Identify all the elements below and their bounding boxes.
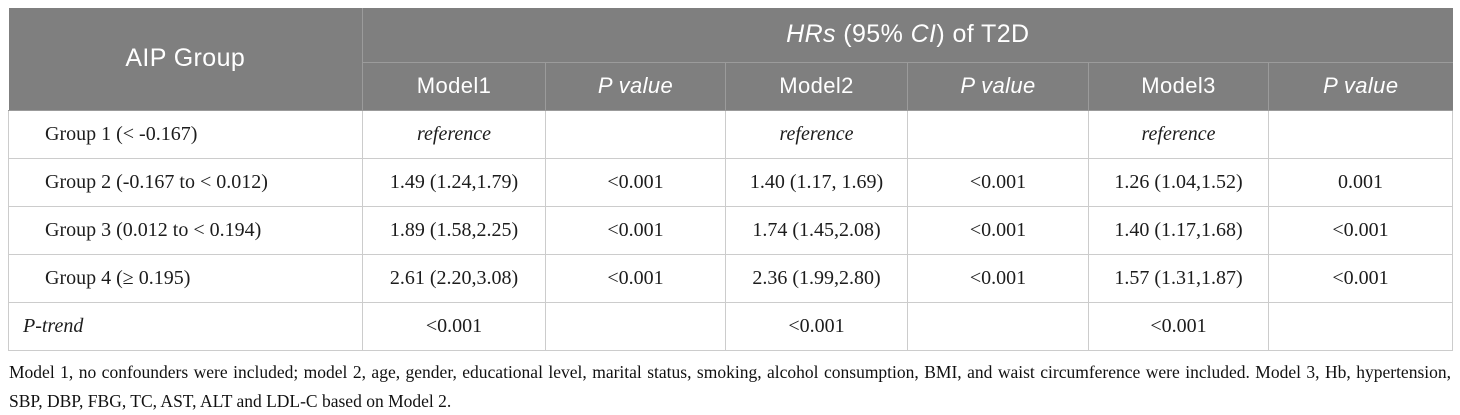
cell-model3-p: <0.001 (1267, 205, 1454, 255)
cell-model2-p: <0.001 (907, 253, 1089, 303)
cell-model2-hr: reference (725, 109, 908, 159)
cell-model2-hr: 1.40 (1.17, 1.69) (725, 157, 908, 207)
header-model2: Model2 (725, 61, 908, 111)
cell-model3-p: 0.001 (1267, 157, 1454, 207)
table-row-group2: Group 2 (-0.167 to < 0.012) 1.49 (1.24,1… (8, 157, 1454, 207)
cell-model2-hr: 2.36 (1.99,2.80) (725, 253, 908, 303)
table-row-ptrend: P-trend <0.001 <0.001 <0.001 (8, 301, 1454, 351)
header-row-sub: Model1 P value Model2 P value Model3 P v… (9, 61, 1453, 111)
cell-model3-hr: reference (1088, 109, 1269, 159)
cell-model1-hr: 1.49 (1.24,1.79) (362, 157, 546, 207)
cell-model1-p-trend: <0.001 (362, 301, 546, 351)
table-header: AIP Group HRs (95% CI) of T2D Model1 P v… (8, 8, 1453, 111)
table-footnote: Model 1, no confounders were included; m… (9, 361, 1451, 411)
header-pvalue-3: P value (1267, 61, 1453, 111)
header-model1: Model1 (362, 61, 546, 111)
row-label: Group 3 (0.012 to < 0.194) (8, 205, 363, 255)
header-pvalue-1: P value (545, 61, 726, 111)
header-row-top: AIP Group HRs (95% CI) of T2D (8, 8, 1453, 111)
cell-model2-p (907, 109, 1089, 159)
hrs-title-ci: CI (910, 20, 937, 49)
cell-empty (1267, 301, 1454, 351)
results-table: AIP Group HRs (95% CI) of T2D Model1 P v… (8, 8, 1454, 351)
cell-model2-p: <0.001 (907, 157, 1089, 207)
cell-model1-hr: 1.89 (1.58,2.25) (362, 205, 546, 255)
cell-model1-hr: 2.61 (2.20,3.08) (362, 253, 546, 303)
row-label: Group 2 (-0.167 to < 0.012) (8, 157, 363, 207)
cell-model1-p: <0.001 (545, 253, 726, 303)
header-aip-group-label: AIP Group (125, 44, 246, 73)
header-hrs-title: HRs (95% CI) of T2D (361, 8, 1453, 63)
hrs-title-mid: (95% (835, 20, 911, 49)
cell-model3-hr: 1.40 (1.17,1.68) (1088, 205, 1269, 255)
cell-model1-p: <0.001 (545, 157, 726, 207)
table-body: Group 1 (< -0.167) reference reference r… (8, 109, 1454, 351)
cell-model3-p-trend: <0.001 (1088, 301, 1269, 351)
header-aip-group: AIP Group (8, 8, 363, 111)
cell-model1-p (545, 109, 726, 159)
row-label: P-trend (8, 301, 363, 351)
table-row-group4: Group 4 (≥ 0.195) 2.61 (2.20,3.08) <0.00… (8, 253, 1454, 303)
row-label: Group 1 (< -0.167) (8, 109, 363, 159)
cell-model1-p: <0.001 (545, 205, 726, 255)
header-model3: Model3 (1088, 61, 1269, 111)
header-pvalue-2: P value (907, 61, 1089, 111)
cell-model3-hr: 1.26 (1.04,1.52) (1088, 157, 1269, 207)
cell-model3-hr: 1.57 (1.31,1.87) (1088, 253, 1269, 303)
cell-empty (545, 301, 726, 351)
cell-model3-p: <0.001 (1267, 253, 1454, 303)
hrs-title-hrs: HRs (786, 20, 836, 49)
cell-model1-hr: reference (362, 109, 546, 159)
hrs-title-tail: ) of T2D (936, 20, 1030, 49)
table-row-group3: Group 3 (0.012 to < 0.194) 1.89 (1.58,2.… (8, 205, 1454, 255)
table-row-group1: Group 1 (< -0.167) reference reference r… (8, 109, 1454, 159)
row-label: Group 4 (≥ 0.195) (8, 253, 363, 303)
cell-model2-p-trend: <0.001 (725, 301, 908, 351)
cell-model3-p (1267, 109, 1454, 159)
cell-model2-hr: 1.74 (1.45,2.08) (725, 205, 908, 255)
cell-model2-p: <0.001 (907, 205, 1089, 255)
cell-empty (907, 301, 1089, 351)
